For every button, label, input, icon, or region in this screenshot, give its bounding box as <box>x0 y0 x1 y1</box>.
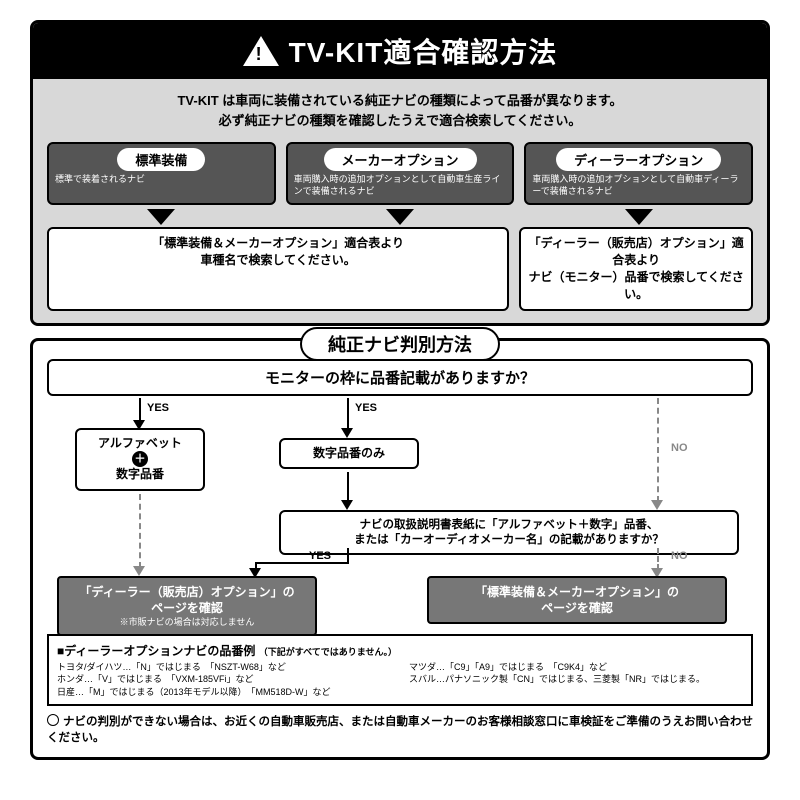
cat-maker-desc: 車両購入時の追加オプションとして自動車生産ラインで装備されるナビ <box>294 174 507 197</box>
circle-icon <box>47 714 59 726</box>
compat-intro: TV-KIT は車両に装備されている純正ナビの種類によって品番が異なります。 必… <box>47 91 753 130</box>
flowchart: YES アルファベット ＋ 数字品番 YES 数字品番のみ NO ナビの取扱説明… <box>47 398 753 628</box>
footnote-text: ナビの判別ができない場合は、お近くの自動車販売店、または自動車メーカーのお客様相… <box>47 716 753 744</box>
example-row: 日産…「M」ではじまる（2013年モデル以降） 「MM518D-W」など <box>57 686 391 699</box>
edge <box>347 548 349 562</box>
example-row: マツダ…「C9」「A9」ではじまる 「C9K4」など <box>409 661 743 674</box>
arrow-down-icon <box>147 209 175 225</box>
example-title-main: ■ディーラーオプションナビの品番例 <box>57 644 255 658</box>
result-standard-page: 「標準装備＆メーカーオプション」の ページを確認 <box>427 576 727 624</box>
example-title: ■ディーラーオプションナビの品番例 （下記がすべてではありません。） <box>57 642 743 659</box>
example-row: ホンダ…「V」ではじまる 「VXM-185VFi」など <box>57 673 391 686</box>
identify-title: 純正ナビ判別方法 <box>300 327 500 361</box>
cat-standard-tag: 標準装備 <box>117 148 205 171</box>
node-alpha-bot: 数字品番 <box>116 467 164 481</box>
cat-dealer: ディーラーオプション 車両購入時の追加オプションとして自動車ディーラーで装備され… <box>524 142 753 205</box>
category-row: 標準装備 標準で装着されるナビ メーカーオプション 車両購入時の追加オプションと… <box>47 142 753 205</box>
arrowhead-icon <box>651 500 663 510</box>
compat-panel: TV-KIT適合確認方法 TV-KIT は車両に装備されている純正ナビの種類によ… <box>30 20 770 326</box>
example-title-sub: （下記がすべてではありません。） <box>259 647 397 657</box>
arrowhead-icon <box>341 428 353 438</box>
node-alpha-number: アルファベット ＋ 数字品番 <box>75 428 205 491</box>
footnote: ナビの判別ができない場合は、お近くの自動車販売店、または自動車メーカーのお客様相… <box>47 714 753 746</box>
edge <box>347 398 349 430</box>
result-dealer-page-sub: ※市販ナビの場合は対応しません <box>67 616 307 628</box>
cat-dealer-desc: 車両購入時の追加オプションとして自動車ディーラーで装備されるナビ <box>532 174 745 197</box>
result-standard-maker: 「標準装備＆メーカーオプション」適合表より 車種名で検索してください。 <box>47 227 509 310</box>
edge <box>657 548 659 570</box>
cat-maker-tag: メーカーオプション <box>324 148 477 171</box>
arrow-down-icon <box>386 209 414 225</box>
example-row: スバル…パナソニック製「CN」ではじまる、三菱製「NR」ではじまる。 <box>409 673 743 686</box>
label-yes: YES <box>309 550 331 562</box>
identify-panel: 純正ナビ判別方法 モニターの枠に品番記載がありますか？ YES アルファベット … <box>30 338 770 760</box>
arrowhead-icon <box>341 500 353 510</box>
arrow-row <box>47 209 753 225</box>
example-col-right: マツダ…「C9」「A9」ではじまる 「C9K4」など スバル…パナソニック製「C… <box>409 661 743 699</box>
example-row: トヨタ/ダイハツ…「N」ではじまる 「NSZT-W68」など <box>57 661 391 674</box>
example-box: ■ディーラーオプションナビの品番例 （下記がすべてではありません。） トヨタ/ダ… <box>47 634 753 707</box>
result-dealer: 「ディーラー（販売店）オプション」適合表より ナビ（モニター）品番で検索してくだ… <box>519 227 753 310</box>
compat-header: TV-KIT適合確認方法 <box>33 23 767 79</box>
example-grid: トヨタ/ダイハツ…「N」ではじまる 「NSZT-W68」など ホンダ…「V」では… <box>57 661 743 699</box>
result-row: 「標準装備＆メーカーオプション」適合表より 車種名で検索してください。 「ディー… <box>47 227 753 310</box>
label-no: NO <box>671 550 688 562</box>
edge <box>657 398 659 502</box>
result-dealer-page-text: 「ディーラー（販売店）オプション」の ページを確認 <box>79 585 294 615</box>
question-1: モニターの枠に品番記載がありますか？ <box>47 359 753 396</box>
edge <box>347 472 349 502</box>
plus-icon: ＋ <box>132 451 148 467</box>
cat-dealer-tag: ディーラーオプション <box>556 148 721 171</box>
label-yes: YES <box>147 402 169 414</box>
arrowhead-icon <box>133 566 145 576</box>
label-yes: YES <box>355 402 377 414</box>
result-dealer-page: 「ディーラー（販売店）オプション」の ページを確認 ※市販ナビの場合は対応しませ… <box>57 576 317 637</box>
compat-title: TV-KIT適合確認方法 <box>289 31 558 71</box>
compat-body: TV-KIT は車両に装備されている純正ナビの種類によって品番が異なります。 必… <box>33 79 767 323</box>
cat-maker: メーカーオプション 車両購入時の追加オプションとして自動車生産ラインで装備される… <box>286 142 515 205</box>
edge <box>255 562 349 564</box>
cat-standard: 標準装備 標準で装着されるナビ <box>47 142 276 205</box>
edge <box>139 494 141 568</box>
node-alpha-top: アルファベット <box>98 436 182 450</box>
example-col-left: トヨタ/ダイハツ…「N」ではじまる 「NSZT-W68」など ホンダ…「V」では… <box>57 661 391 699</box>
cat-standard-desc: 標準で装着されるナビ <box>55 174 268 186</box>
label-no: NO <box>671 442 688 454</box>
edge <box>139 398 141 422</box>
arrow-down-icon <box>625 209 653 225</box>
node-numeric-only: 数字品番のみ <box>279 438 419 470</box>
warning-icon <box>243 36 279 66</box>
